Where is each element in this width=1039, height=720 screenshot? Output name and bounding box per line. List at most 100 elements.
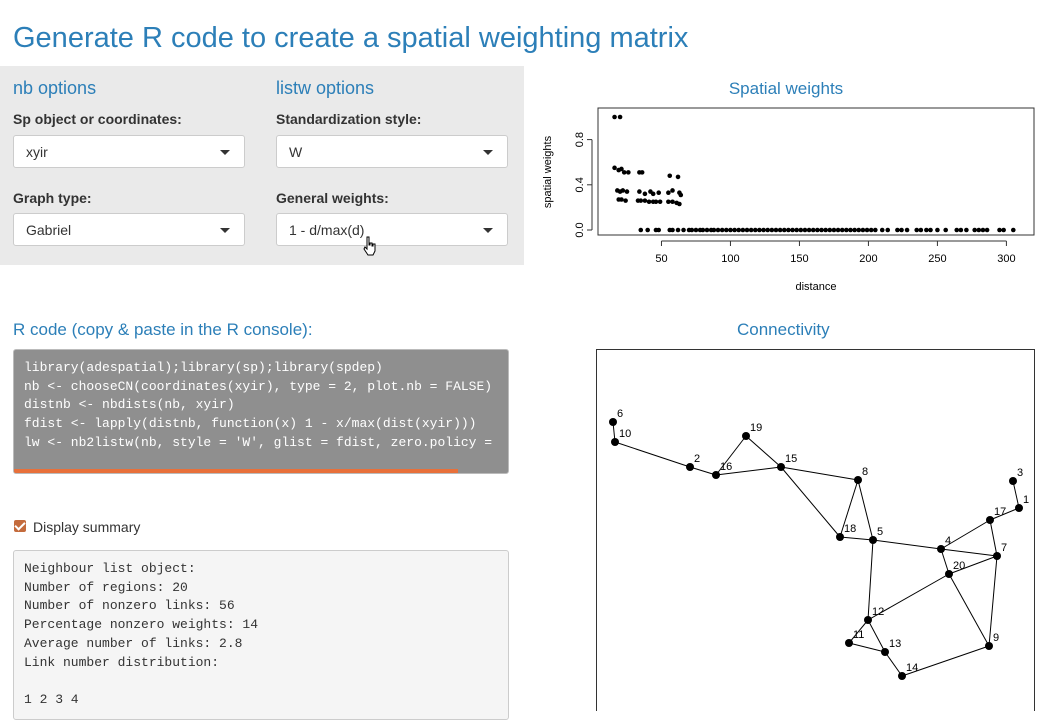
graph-node xyxy=(993,552,1001,560)
scatter-point xyxy=(619,197,624,202)
scatter-point xyxy=(823,227,828,233)
y-axis-label: spatial weights xyxy=(542,135,554,208)
graph-node xyxy=(986,516,994,524)
scatter-points xyxy=(612,114,1016,233)
node-label: 1 xyxy=(1023,494,1029,506)
scatter-point xyxy=(653,199,659,205)
scatter-point xyxy=(646,199,652,205)
scatter-point xyxy=(976,227,982,233)
sp-object-select[interactable]: xyir xyxy=(13,135,245,168)
graph-edge xyxy=(715,466,782,476)
r-code-box[interactable]: library(adespatial);library(sp);library(… xyxy=(13,349,509,474)
node-label: 18 xyxy=(844,523,856,535)
scatter-point xyxy=(924,227,929,233)
graph-node xyxy=(869,536,877,544)
graph-edge xyxy=(884,651,903,677)
graph-edge xyxy=(940,519,991,550)
scatter-point xyxy=(670,227,675,233)
scatter-point xyxy=(757,227,762,233)
node-label: 16 xyxy=(720,461,732,473)
scatter-point xyxy=(928,227,933,233)
graph-edge xyxy=(839,479,859,538)
scatter-point xyxy=(638,227,644,233)
node-label: 10 xyxy=(619,428,631,440)
chevron-down-icon xyxy=(220,150,230,155)
scatter-point xyxy=(773,227,779,233)
display-summary-label[interactable]: Display summary xyxy=(33,519,141,535)
graph-node xyxy=(609,418,617,426)
nb-options-title: nb options xyxy=(13,78,97,98)
node-label: 3 xyxy=(1017,467,1023,479)
scatter-point xyxy=(904,227,910,233)
scatter-point xyxy=(997,227,1002,233)
x-tick-label: 200 xyxy=(859,253,877,265)
graph-node xyxy=(777,463,785,471)
chevron-down-icon xyxy=(483,150,493,155)
graph-type-label: Graph type: xyxy=(13,190,92,206)
summary-text: Neighbour list object: Number of regions… xyxy=(24,561,259,707)
graph-node xyxy=(845,639,853,647)
scatter-point xyxy=(704,227,710,233)
scatter-point xyxy=(848,227,853,233)
scatter-point xyxy=(885,227,891,233)
graph-edge xyxy=(689,466,717,476)
scatter-point xyxy=(980,227,986,233)
graph-edge xyxy=(989,519,998,557)
graph-edge xyxy=(780,466,841,538)
node-label: 17 xyxy=(994,506,1006,518)
scatter-point xyxy=(819,227,824,233)
node-label: 14 xyxy=(906,662,918,674)
scatter-point xyxy=(626,170,631,175)
node-label: 19 xyxy=(750,422,762,434)
r-code-text[interactable]: library(adespatial);library(sp);library(… xyxy=(24,360,493,450)
scatter-point xyxy=(914,227,920,233)
node-label: 8 xyxy=(862,466,868,478)
scatter-point xyxy=(895,227,900,233)
node-label: 11 xyxy=(853,629,864,641)
graph-type-select[interactable]: Gabriel xyxy=(13,213,245,246)
r-code-title: R code (copy & paste in the R console): xyxy=(13,320,313,339)
node-label: 12 xyxy=(872,606,884,618)
scatter-point xyxy=(958,227,964,233)
scatter-point xyxy=(693,227,699,233)
graph-node xyxy=(712,471,720,479)
scatter-point xyxy=(790,227,795,233)
scatter-point xyxy=(781,227,787,233)
scatter-point xyxy=(835,227,841,233)
standardization-style-value: W xyxy=(289,144,303,160)
scatter-point xyxy=(657,199,663,205)
scatter-point xyxy=(617,114,623,120)
scatter-point xyxy=(656,227,662,233)
display-summary-checkbox[interactable] xyxy=(14,520,26,532)
node-label: 9 xyxy=(993,632,999,644)
graph-node xyxy=(881,648,889,656)
graph-edge xyxy=(948,573,990,647)
scatter-point xyxy=(844,227,849,233)
code-scrollbar[interactable] xyxy=(14,469,458,473)
scatter-point xyxy=(642,191,648,197)
graph-node xyxy=(937,545,945,553)
scatter-point xyxy=(689,227,695,233)
graph-edge xyxy=(989,507,1020,521)
x-tick-label: 150 xyxy=(790,253,808,265)
general-weights-select[interactable]: 1 - d/max(d) xyxy=(276,213,508,246)
scatter-point xyxy=(810,227,816,233)
graph-node xyxy=(742,432,750,440)
scatter-point xyxy=(899,227,904,233)
scatter-point xyxy=(831,227,837,233)
graph-node xyxy=(864,616,872,624)
scatter-point xyxy=(748,227,754,233)
scatter-point xyxy=(860,227,866,233)
general-weights-value: 1 - d/max(d) xyxy=(289,222,365,238)
standardization-style-select[interactable]: W xyxy=(276,135,508,168)
page-title: Generate R code to create a spatial weig… xyxy=(13,22,689,54)
x-tick-label: 250 xyxy=(928,253,946,265)
scatter-point xyxy=(786,227,791,233)
scatter-point xyxy=(637,189,642,194)
y-axis: 0.0 0.4 0.8 xyxy=(574,132,593,238)
graph-node xyxy=(611,438,619,446)
chart-title: Spatial weights xyxy=(729,79,843,98)
scatter-point xyxy=(1001,227,1006,233)
